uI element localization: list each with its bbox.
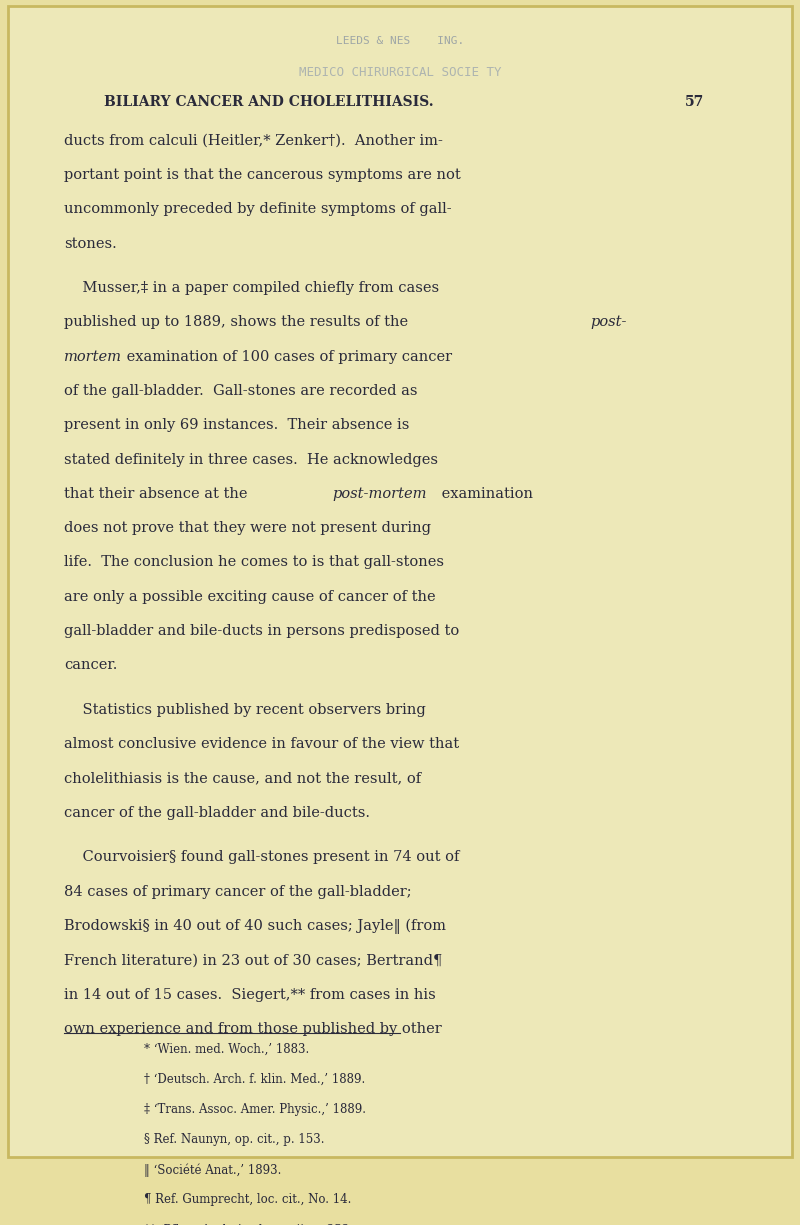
Text: ** ‘Pflug. Arch.,’ vol. cxxxii, p. 353.: ** ‘Pflug. Arch.,’ vol. cxxxii, p. 353.: [144, 1224, 353, 1225]
Text: French literature) in 23 out of 30 cases; Bertrand¶: French literature) in 23 out of 30 cases…: [64, 953, 442, 968]
FancyBboxPatch shape: [8, 6, 792, 1156]
Text: Brodowski§ in 40 out of 40 such cases; Jayle‖ (from: Brodowski§ in 40 out of 40 such cases; J…: [64, 919, 446, 935]
Text: 84 cases of primary cancer of the gall-bladder;: 84 cases of primary cancer of the gall-b…: [64, 884, 412, 899]
Text: life.  The conclusion he comes to is that gall-stones: life. The conclusion he comes to is that…: [64, 555, 444, 570]
Text: examination: examination: [437, 486, 533, 501]
Text: mortem: mortem: [64, 349, 122, 364]
Text: cancer.: cancer.: [64, 658, 118, 673]
Text: examination of 100 cases of primary cancer: examination of 100 cases of primary canc…: [122, 349, 453, 364]
Text: 57: 57: [685, 96, 704, 109]
Text: does not prove that they were not present during: does not prove that they were not presen…: [64, 521, 431, 535]
Text: Statistics published by recent observers bring: Statistics published by recent observers…: [64, 703, 426, 717]
Text: present in only 69 instances.  Their absence is: present in only 69 instances. Their abse…: [64, 418, 410, 432]
Text: in 14 out of 15 cases.  Siegert,** from cases in his: in 14 out of 15 cases. Siegert,** from c…: [64, 987, 436, 1002]
Text: own experience and from those published by other: own experience and from those published …: [64, 1022, 442, 1036]
Text: * ‘Wien. med. Woch.,’ 1883.: * ‘Wien. med. Woch.,’ 1883.: [144, 1042, 310, 1056]
Text: Musser,‡ in a paper compiled chiefly from cases: Musser,‡ in a paper compiled chiefly fro…: [64, 282, 439, 295]
Text: stated definitely in three cases.  He acknowledges: stated definitely in three cases. He ack…: [64, 452, 438, 467]
Text: † ‘Deutsch. Arch. f. klin. Med.,’ 1889.: † ‘Deutsch. Arch. f. klin. Med.,’ 1889.: [144, 1073, 366, 1085]
Text: gall-bladder and bile-ducts in persons predisposed to: gall-bladder and bile-ducts in persons p…: [64, 624, 459, 638]
Text: BILIARY CANCER AND CHOLELITHIASIS.: BILIARY CANCER AND CHOLELITHIASIS.: [104, 96, 434, 109]
Text: post-mortem: post-mortem: [333, 486, 427, 501]
Text: ‡ ‘Trans. Assoc. Amer. Physic.,’ 1889.: ‡ ‘Trans. Assoc. Amer. Physic.,’ 1889.: [144, 1102, 366, 1116]
Text: cholelithiasis is the cause, and not the result, of: cholelithiasis is the cause, and not the…: [64, 772, 421, 785]
Text: that their absence at the: that their absence at the: [64, 486, 252, 501]
Text: Courvoisier§ found gall-stones present in 74 out of: Courvoisier§ found gall-stones present i…: [64, 850, 459, 865]
Text: published up to 1889, shows the results of the: published up to 1889, shows the results …: [64, 315, 413, 330]
Text: ¶ Ref. Gumprecht, loc. cit., No. 14.: ¶ Ref. Gumprecht, loc. cit., No. 14.: [144, 1193, 351, 1207]
Text: § Ref. Naunyn, op. cit., p. 153.: § Ref. Naunyn, op. cit., p. 153.: [144, 1133, 325, 1145]
Text: uncommonly preceded by definite symptoms of gall-: uncommonly preceded by definite symptoms…: [64, 202, 452, 217]
Text: LEEDS & NES    ING.: LEEDS & NES ING.: [336, 36, 464, 45]
Text: stones.: stones.: [64, 236, 117, 251]
Text: post-: post-: [590, 315, 627, 330]
Text: portant point is that the cancerous symptoms are not: portant point is that the cancerous symp…: [64, 168, 461, 183]
Text: MEDICO CHIRURGICAL SOCIE TY: MEDICO CHIRURGICAL SOCIE TY: [298, 66, 502, 78]
Text: of the gall-bladder.  Gall-stones are recorded as: of the gall-bladder. Gall-stones are rec…: [64, 383, 418, 398]
Text: are only a possible exciting cause of cancer of the: are only a possible exciting cause of ca…: [64, 589, 436, 604]
Text: ducts from calculi (Heitler,* Zenker†).  Another im-: ducts from calculi (Heitler,* Zenker†). …: [64, 134, 443, 148]
Text: cancer of the gall-bladder and bile-ducts.: cancer of the gall-bladder and bile-duct…: [64, 806, 370, 820]
Text: almost conclusive evidence in favour of the view that: almost conclusive evidence in favour of …: [64, 737, 459, 751]
Text: ‖ ‘Société Anat.,’ 1893.: ‖ ‘Société Anat.,’ 1893.: [144, 1164, 282, 1177]
